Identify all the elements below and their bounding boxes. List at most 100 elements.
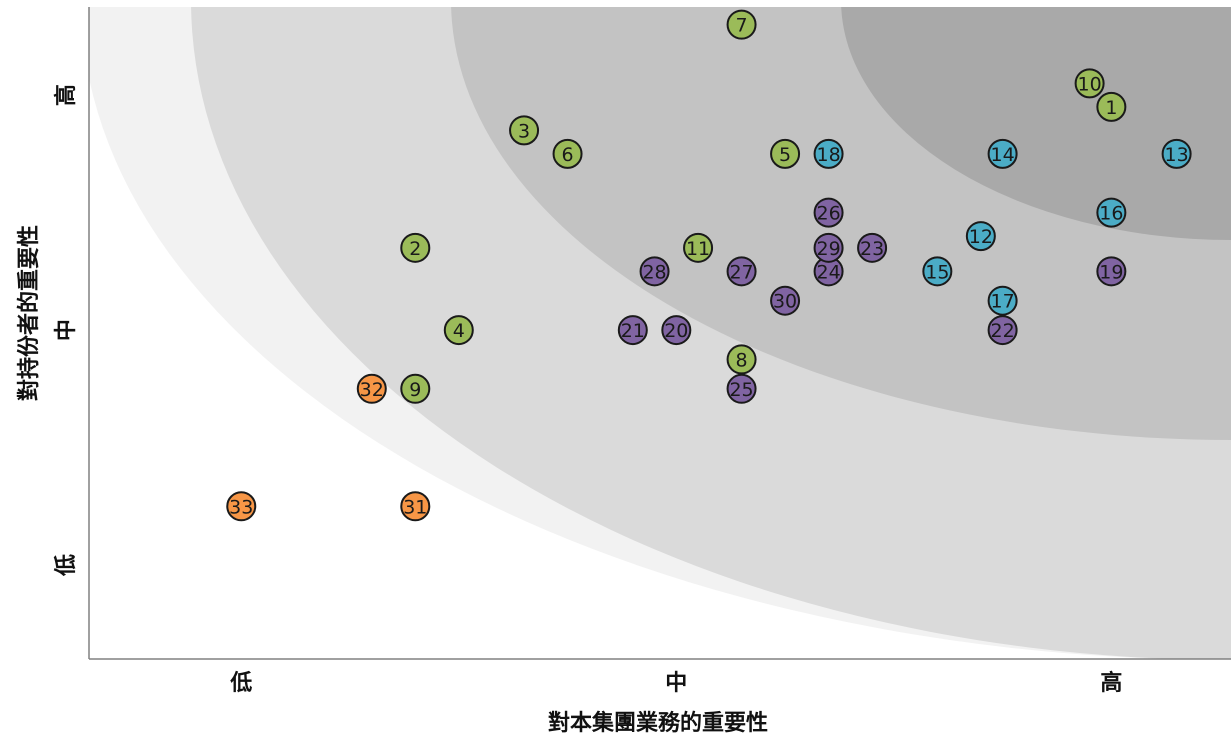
point-22: 22 [987,315,1018,346]
point-label: 27 [729,261,753,283]
point-1: 1 [1096,91,1127,122]
point-label: 20 [664,320,688,342]
point-13: 13 [1161,138,1192,169]
point-label: 7 [736,15,748,37]
point-marker [639,256,670,287]
point-12: 12 [965,221,996,252]
point-marker [1074,68,1105,99]
point-marker [726,344,757,375]
point-33: 33 [226,491,257,522]
point-label: 17 [991,291,1015,313]
point-14: 14 [987,138,1018,169]
x-tick-labels: 低中高 [229,670,1122,696]
point-label: 19 [1099,261,1123,283]
point-19: 19 [1096,256,1127,287]
point-marker [857,232,888,263]
point-marker [683,232,714,263]
x-axis-title: 對本集團業務的重要性 [548,710,768,736]
point-label: 32 [360,379,384,401]
point-label: 9 [409,379,421,401]
point-label: 1 [1105,97,1117,119]
point-15: 15 [922,256,953,287]
point-label: 30 [773,291,797,313]
point-label: 28 [642,261,666,283]
point-4: 4 [443,315,474,346]
point-31: 31 [400,491,431,522]
point-label: 4 [453,320,465,342]
point-marker [813,197,844,228]
point-marker [770,285,801,316]
point-2: 2 [400,232,431,263]
point-label: 16 [1099,203,1123,225]
point-label: 33 [229,496,253,518]
point-marker [726,373,757,404]
point-label: 23 [860,238,884,260]
point-marker [400,373,431,404]
point-marker [813,138,844,169]
point-30: 30 [770,285,801,316]
point-marker [552,138,583,169]
point-32: 32 [356,373,387,404]
point-label: 22 [991,320,1015,342]
point-marker [356,373,387,404]
point-label: 5 [779,144,791,166]
point-marker [661,315,692,346]
point-23: 23 [857,232,888,263]
point-27: 27 [726,256,757,287]
point-marker [813,232,844,263]
y-tick-label: 低 [54,554,79,577]
point-25: 25 [726,373,757,404]
point-label: 31 [403,496,427,518]
point-label: 2 [409,238,421,260]
point-marker [400,232,431,263]
point-label: 24 [816,261,840,283]
point-marker [1096,91,1127,122]
point-18: 18 [813,138,844,169]
point-label: 12 [969,226,993,248]
point-marker [987,315,1018,346]
point-label: 14 [991,144,1015,166]
point-label: 21 [621,320,645,342]
point-label: 10 [1078,73,1102,95]
point-26: 26 [813,197,844,228]
point-marker [726,256,757,287]
x-tick-label: 高 [1100,670,1122,696]
point-marker [987,138,1018,169]
point-20: 20 [661,315,692,346]
point-marker [987,285,1018,316]
point-marker [1096,197,1127,228]
point-28: 28 [639,256,670,287]
point-3: 3 [509,115,540,146]
point-marker [400,491,431,522]
point-10: 10 [1074,68,1105,99]
point-marker [1161,138,1192,169]
y-tick-labels: 低中高 [53,84,79,577]
point-6: 6 [552,138,583,169]
point-21: 21 [617,315,648,346]
point-16: 16 [1096,197,1127,228]
point-label: 8 [736,349,748,371]
point-marker [443,315,474,346]
point-marker [965,221,996,252]
point-11: 11 [683,232,714,263]
point-5: 5 [770,138,801,169]
point-label: 18 [816,144,840,166]
point-label: 26 [816,203,840,225]
importance-zone-4 [841,7,1231,240]
y-axis-title: 對持份者的重要性 [16,225,42,401]
point-label: 29 [816,238,840,260]
point-marker [1096,256,1127,287]
point-7: 7 [726,9,757,40]
point-label: 25 [729,379,753,401]
point-8: 8 [726,344,757,375]
point-marker [922,256,953,287]
point-label: 15 [925,261,949,283]
point-label: 11 [686,238,710,260]
y-tick-label: 高 [53,84,79,106]
point-marker [509,115,540,146]
point-marker [226,491,257,522]
x-tick-label: 低 [229,671,252,696]
point-marker [770,138,801,169]
